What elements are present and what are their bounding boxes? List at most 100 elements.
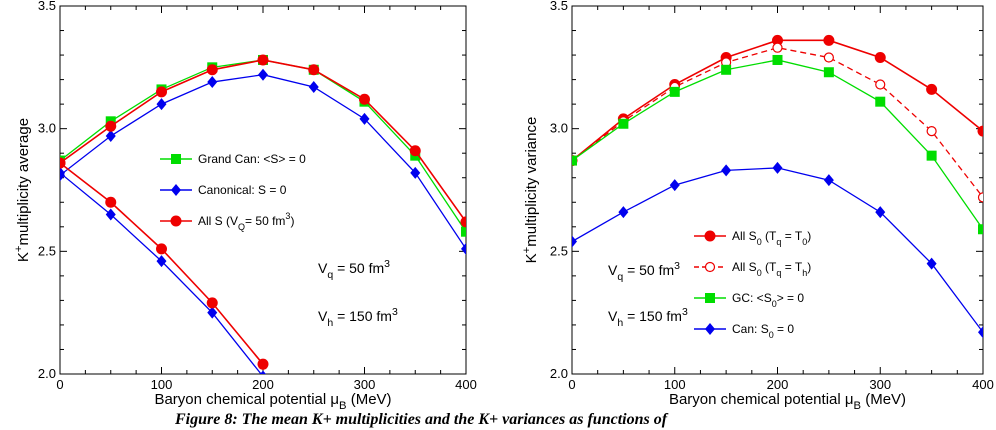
data-point [460, 216, 466, 228]
y-tick-label: 3.0 [550, 121, 568, 136]
x-tick-label: 300 [354, 377, 376, 392]
data-point [105, 120, 117, 132]
data-point [875, 96, 886, 107]
data-point [60, 166, 65, 179]
series-line [60, 59, 466, 233]
data-point [874, 52, 886, 64]
data-point [926, 150, 937, 161]
x-tick-label: 100 [664, 377, 686, 392]
data-point [669, 179, 680, 192]
legend-label: GC: <S0> = 0 [732, 291, 804, 309]
data-point [977, 192, 983, 203]
y-tick-label: 2.5 [550, 243, 568, 258]
legend-label: Can: S0 = 0 [732, 322, 794, 340]
data-point [823, 34, 835, 46]
data-point [105, 196, 117, 208]
series-line [572, 47, 983, 198]
y-tick-label: 3.5 [550, 0, 568, 13]
data-point [359, 93, 370, 105]
data-point [572, 235, 577, 248]
data-point [823, 52, 834, 63]
data-point [977, 125, 983, 137]
data-point [823, 67, 834, 78]
x-tick-label: 300 [869, 377, 891, 392]
x-tick-label: 200 [252, 377, 274, 392]
legend-label: All S (VQ= 50 fm3) [198, 211, 294, 232]
data-point [926, 257, 937, 270]
data-point [875, 79, 886, 90]
data-point [257, 54, 269, 66]
data-point [308, 64, 320, 76]
x-tick-label: 100 [151, 377, 173, 392]
legend-label: Grand Can: <S> = 0 [198, 152, 306, 166]
left-panel: 0 100 200 300 400 2.0 2.5 3.0 3.5 Baryon chemical… [13, 0, 477, 412]
data-point [409, 145, 421, 157]
legend-label: All S0 (Tq = T0) [732, 229, 811, 247]
data-point [359, 112, 370, 125]
data-point [823, 174, 834, 187]
data-point [721, 164, 732, 177]
y-tick-label: 2.5 [38, 243, 56, 258]
data-point [206, 64, 218, 76]
legend-marker [171, 154, 181, 164]
legend-marker [705, 323, 715, 335]
data-point [207, 76, 218, 89]
right-panel: 0 100 200 300 400 2.0 2.5 3.0 3.5 Baryon chemical… [521, 0, 994, 412]
data-point [105, 208, 116, 221]
x-tick-label: 200 [767, 377, 789, 392]
data-point [772, 161, 783, 174]
x-tick-label: 0 [56, 377, 63, 392]
data-point [258, 68, 268, 81]
annotation: Vh = 150 fm3 [318, 306, 398, 329]
x-tick-label: 400 [972, 377, 994, 392]
legend-marker [705, 293, 715, 303]
x-axis-label: Baryon chemical potential μB (MeV) [669, 391, 906, 412]
annotation: Vh = 150 fm3 [608, 306, 688, 329]
legend-label: All S0 (Tq = Th) [732, 260, 811, 278]
data-point [60, 157, 66, 169]
data-point [978, 224, 983, 235]
data-point [156, 255, 167, 268]
annotation: Vq = 50 fm3 [608, 260, 680, 283]
data-point [772, 42, 783, 53]
data-point [618, 118, 629, 129]
series-line [60, 172, 262, 374]
x-axis-label: Baryon chemical potential μB (MeV) [154, 391, 391, 412]
y-tick-label: 3.5 [38, 0, 56, 13]
data-point [257, 358, 269, 370]
legend-label: Canonical: S = 0 [198, 183, 287, 197]
y-tick-label: 3.0 [38, 121, 56, 136]
x-tick-label: 0 [568, 377, 575, 392]
data-point [772, 34, 783, 46]
y-tick-label: 2.0 [550, 366, 568, 381]
data-point [308, 80, 319, 93]
data-point [926, 126, 937, 137]
y-axis-label: K+multiplicity variance [521, 117, 540, 264]
figure-caption: Figure 8: The mean K+ multiplicities and… [174, 411, 669, 428]
series-line [60, 59, 466, 223]
data-point [669, 86, 680, 97]
data-point [105, 130, 116, 143]
x-tick-label: 400 [455, 377, 477, 392]
data-point [978, 326, 983, 339]
legend-marker [171, 184, 181, 196]
data-point [461, 226, 466, 237]
data-point [410, 166, 421, 179]
series-group [572, 34, 983, 339]
data-point [156, 243, 167, 255]
legend-marker [170, 215, 182, 227]
data-point [260, 370, 266, 374]
data-point [772, 54, 783, 65]
data-point [926, 83, 938, 95]
data-point [156, 86, 167, 98]
data-point [461, 242, 466, 255]
annotation: Vq = 50 fm3 [318, 258, 390, 281]
series-line [572, 59, 983, 230]
data-point [572, 155, 577, 166]
data-point [721, 64, 732, 75]
legend-marker [704, 230, 716, 242]
data-point [206, 297, 218, 309]
data-point [618, 206, 629, 219]
data-point [207, 306, 218, 319]
